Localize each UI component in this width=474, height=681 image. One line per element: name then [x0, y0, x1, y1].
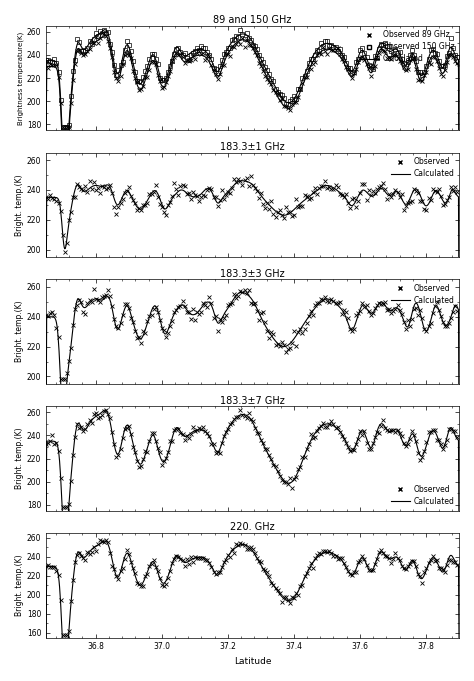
Legend: Observed, Calculated: Observed, Calculated — [388, 281, 457, 308]
Legend: Observed, Calculated: Observed, Calculated — [388, 482, 457, 509]
X-axis label: Latitude: Latitude — [234, 657, 271, 666]
Legend: Observed 89 GHz, Observed 150 GHz, Calculated: Observed 89 GHz, Observed 150 GHz, Calcu… — [357, 27, 457, 67]
Title: 183.3±7 GHz: 183.3±7 GHz — [220, 396, 285, 405]
Title: 183.3±3 GHz: 183.3±3 GHz — [220, 269, 285, 279]
Title: 183.3±1 GHz: 183.3±1 GHz — [220, 142, 285, 152]
Legend: Observed, Calculated: Observed, Calculated — [388, 154, 457, 181]
Y-axis label: Brightness temperature(K): Brightness temperature(K) — [18, 31, 24, 125]
Title: 89 and 150 GHz: 89 and 150 GHz — [213, 15, 292, 25]
Title: 220. GHz: 220. GHz — [230, 522, 275, 533]
Y-axis label: Bright. temp.(K): Bright. temp.(K) — [15, 428, 24, 490]
Y-axis label: Bright. temp.(K): Bright. temp.(K) — [15, 301, 24, 362]
Y-axis label: Bright. temp.(K): Bright. temp.(K) — [15, 174, 24, 236]
Y-axis label: Bright. temp.(K): Bright. temp.(K) — [15, 554, 24, 616]
